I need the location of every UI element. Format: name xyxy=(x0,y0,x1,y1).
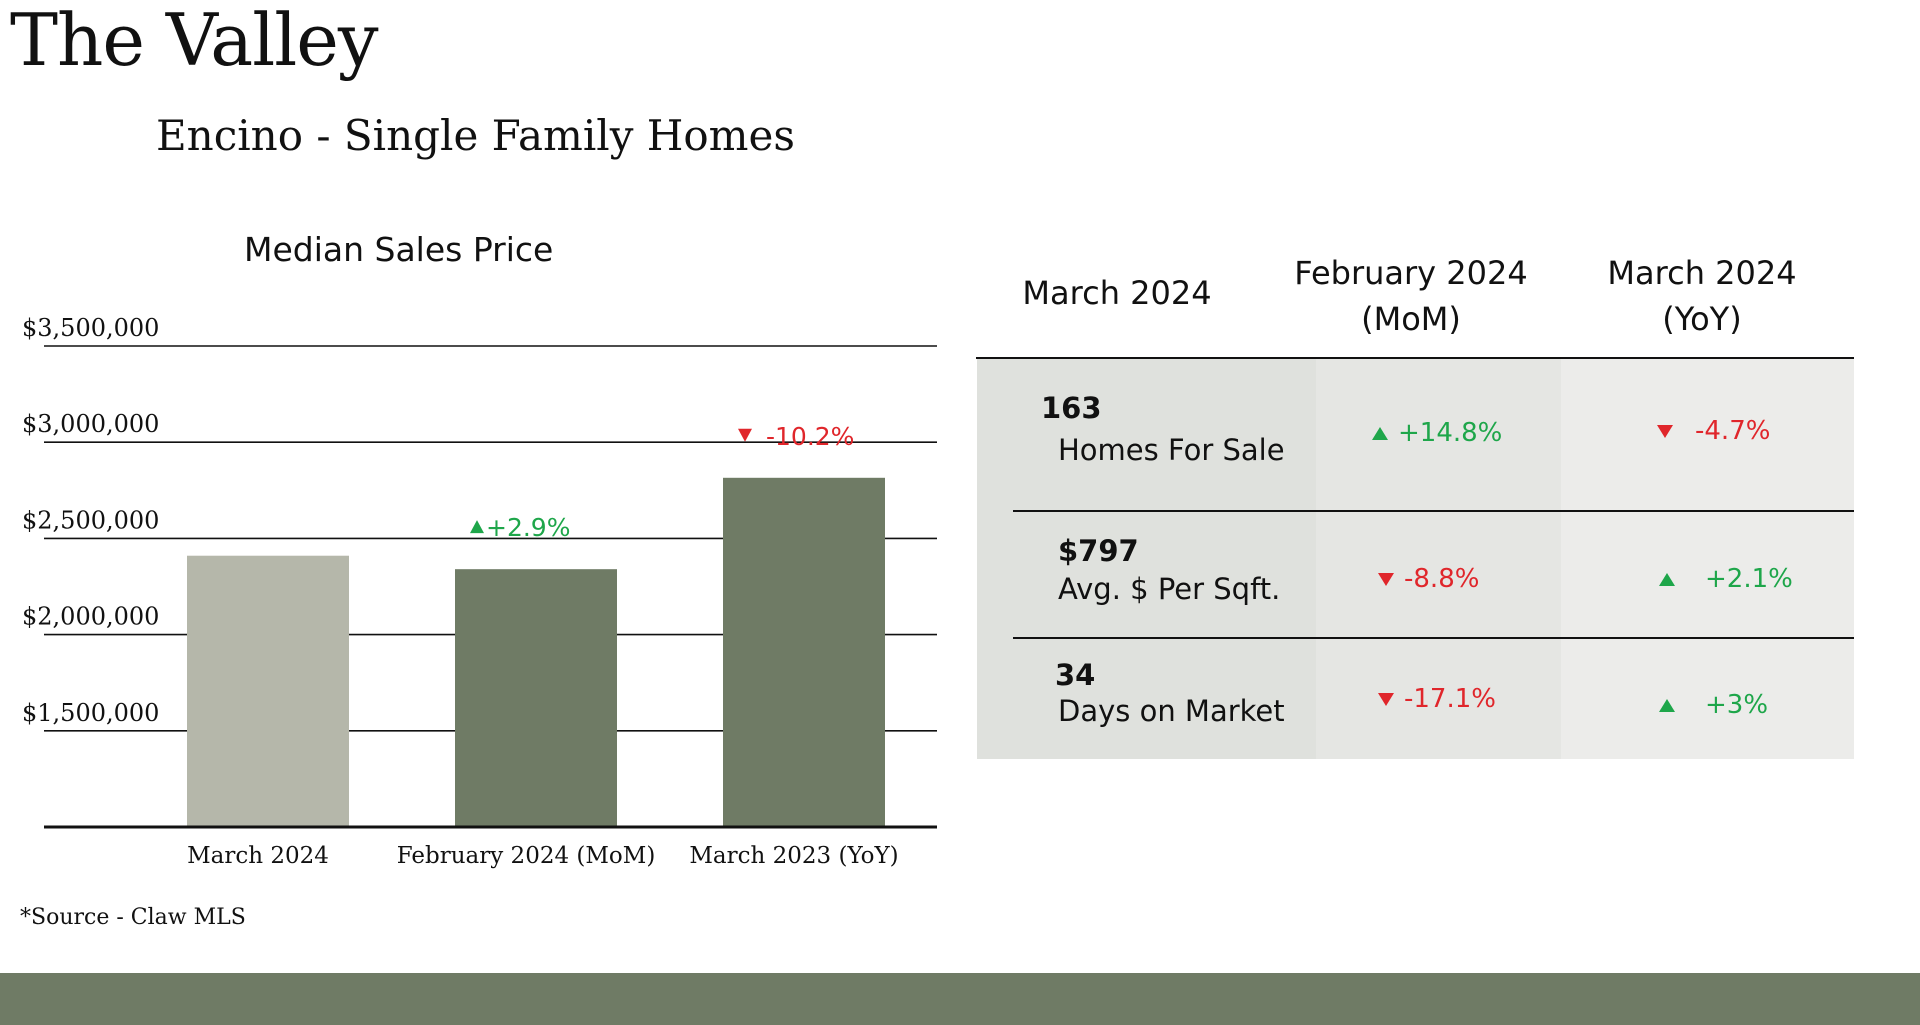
y-tick-label: $3,500,000 xyxy=(22,314,159,342)
homes-for-sale-mom-change: +14.8% xyxy=(1372,416,1502,450)
bar xyxy=(455,569,617,827)
median-sales-price-chart: $1,500,000 $2,000,000 $2,500,000 $3,000,000… xyxy=(22,314,937,869)
change-arrow-icon xyxy=(1659,573,1675,586)
source-note: *Source - Claw MLS xyxy=(20,905,246,930)
y-tick-label: $2,000,000 xyxy=(22,603,159,631)
table-header-current: March 2024 xyxy=(1022,274,1212,312)
x-tick-label: March 2024 xyxy=(187,843,329,869)
avg-price-per-sqft-yoy-change: +2.1% xyxy=(1659,562,1793,596)
row-divider xyxy=(1013,510,1854,512)
change-arrow-icon xyxy=(470,520,484,534)
homes-for-sale-label: Homes For Sale xyxy=(1058,433,1285,467)
bar xyxy=(187,555,349,827)
change-arrow-icon xyxy=(1378,573,1394,586)
table-header-yoy: March 2024 (YoY) xyxy=(1607,254,1797,338)
table-column-yoy-bg xyxy=(1561,359,1854,759)
y-tick-label: $2,500,000 xyxy=(22,506,159,534)
table-header-mom: February 2024 (MoM) xyxy=(1294,254,1528,338)
avg-price-per-sqft-mom-change: -8.8% xyxy=(1378,562,1479,596)
change-arrow-icon xyxy=(1378,693,1394,706)
bar xyxy=(723,477,885,827)
page-subtitle: Encino - Single Family Homes xyxy=(156,111,795,160)
x-tick-label: February 2024 (MoM) xyxy=(397,843,656,869)
bar-change-label: +2.9% xyxy=(486,513,570,542)
change-arrow-icon xyxy=(1372,427,1388,440)
change-arrow-icon xyxy=(738,428,752,442)
days-on-market-label: Days on Market xyxy=(1058,694,1285,728)
change-arrow-icon xyxy=(1659,699,1675,712)
avg-price-per-sqft-value: $797 xyxy=(1058,534,1139,568)
y-tick-label: $3,000,000 xyxy=(22,410,159,438)
row-divider xyxy=(1013,637,1854,639)
chart-title: Median Sales Price xyxy=(244,230,554,269)
days-on-market-mom-change: -17.1% xyxy=(1378,682,1496,716)
homes-for-sale-yoy-change: -4.7% xyxy=(1657,414,1770,448)
table-header-divider xyxy=(976,357,1854,359)
change-arrow-icon xyxy=(1657,425,1673,438)
region-title: The Valley xyxy=(10,0,379,82)
homes-for-sale-value: 163 xyxy=(1041,391,1102,425)
bar-change-label: -10.2% xyxy=(766,422,854,451)
avg-price-per-sqft-label: Avg. $ Per Sqft. xyxy=(1058,572,1281,606)
table-column-mom-bg xyxy=(1316,359,1561,759)
footer-bar xyxy=(0,973,1920,1025)
days-on-market-value: 34 xyxy=(1055,658,1096,692)
days-on-market-yoy-change: +3% xyxy=(1659,688,1768,722)
table-column-current-bg xyxy=(977,359,1316,759)
y-tick-label: $1,500,000 xyxy=(22,699,159,727)
x-tick-label: March 2023 (YoY) xyxy=(689,843,898,869)
